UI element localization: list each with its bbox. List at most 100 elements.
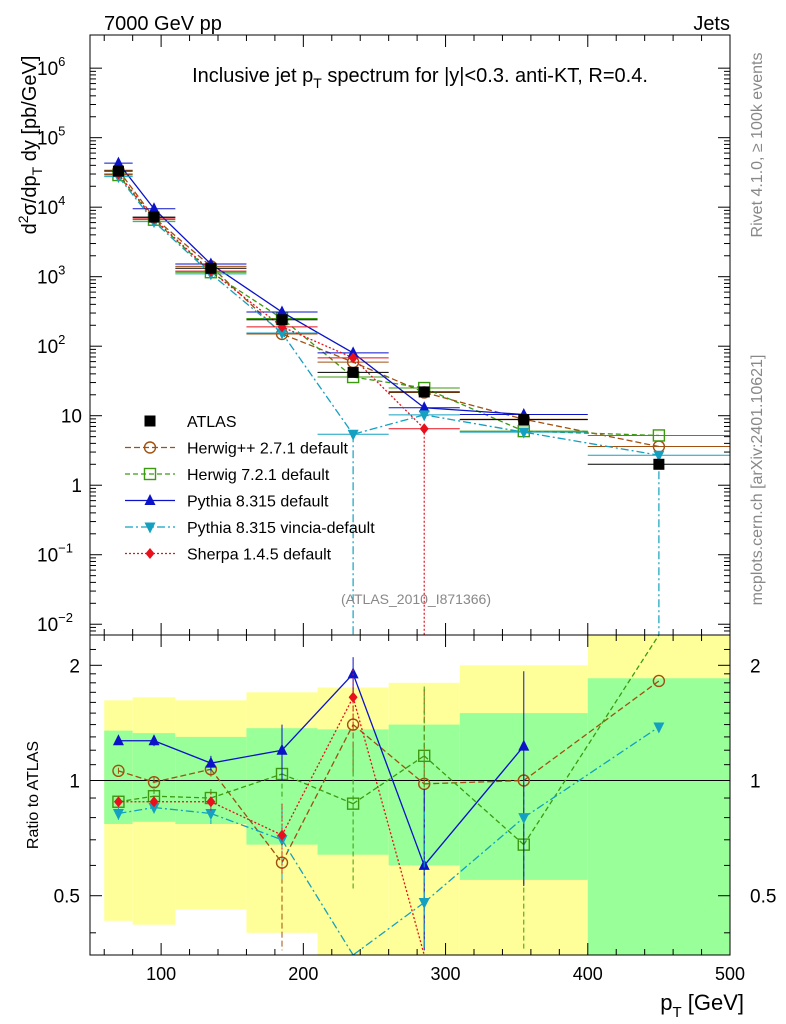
ratio-band-inner: [587, 678, 730, 955]
legend-label: Herwig 7.2.1 default: [187, 467, 330, 484]
ratio-segment: [352, 755, 425, 805]
ratio-segment: [281, 839, 354, 956]
ratio-point: [112, 808, 124, 820]
x-tick-label: 200: [288, 964, 318, 984]
main-point: [518, 427, 530, 439]
main-point: [652, 429, 666, 442]
ratio-point: [276, 743, 288, 755]
ratio-segment: [153, 740, 212, 764]
y-tick-label: 1: [71, 476, 82, 497]
data-point: [347, 366, 359, 378]
legend-entry-4: Sherpa 1.4.5 default: [125, 547, 332, 564]
y-tick-label: 103: [37, 263, 65, 289]
data-point: [276, 314, 288, 326]
ratio-segment: [523, 680, 660, 782]
main-point: [347, 346, 359, 358]
main-frame: [89, 34, 731, 636]
legend-label: Herwig++ 2.7.1 default: [187, 441, 349, 458]
ratio-y-tick-label-right: 0.5: [750, 887, 776, 908]
data-point: [418, 386, 430, 398]
ratio-segment: [281, 724, 354, 863]
ratio-point: [277, 829, 287, 841]
ratio-panel: 100 200 300 400 500 0.5 0.5 1 1 2 2: [54, 634, 776, 984]
legend-label: Sherpa 1.4.5 default: [187, 547, 332, 564]
main-point: [276, 305, 288, 317]
y-tick-base: 10: [37, 615, 58, 636]
ratio-segment: [118, 770, 155, 783]
legend-entry-0: Herwig++ 2.7.1 default: [125, 441, 349, 458]
data-point: [518, 414, 530, 426]
xlabel-p: p: [660, 990, 672, 1015]
ratio-segment: [281, 696, 354, 836]
y-tick-label: 10−1: [37, 541, 73, 567]
y-tick-exp: 5: [58, 124, 65, 139]
ratio-segment: [352, 673, 425, 866]
ratio-point: [518, 813, 530, 825]
header-left: 7000 GeV pp: [104, 13, 222, 35]
ratio-segment: [210, 812, 283, 841]
ratio-point: [518, 739, 530, 751]
ylabel-mid: σ/dp: [19, 175, 41, 215]
ratio-point: [112, 734, 124, 746]
ratio-series-4: [113, 669, 425, 956]
y-tick-exp: 3: [58, 263, 65, 278]
main-point: [112, 156, 124, 168]
x-tick-label: 400: [573, 964, 603, 984]
y-tick-label: 10−2: [37, 610, 73, 636]
ratio-plot-area: [90, 634, 730, 956]
ratio-y-tick-label: 1: [69, 772, 80, 793]
ratio-segment: [281, 673, 354, 751]
ratio-segment: [523, 634, 660, 845]
xlabel-sub: T: [672, 1004, 681, 1021]
legend-label-data: ATLAS: [187, 414, 237, 431]
y-tick-label: 102: [37, 332, 65, 358]
ratio-y-tick-label-right: 1: [750, 772, 761, 793]
legend-label: Pythia 8.315 vincia-default: [187, 520, 375, 537]
ratio-segment: [118, 795, 155, 803]
ratio-segment: [424, 779, 524, 785]
ratio-frame: [89, 634, 731, 956]
ratio-segment: [153, 768, 212, 783]
y-tick-base: 10: [37, 546, 58, 567]
main-series-1: [104, 168, 730, 442]
ratio-point: [147, 775, 161, 789]
data-point: [112, 165, 124, 177]
y-tick-base: 10: [37, 198, 58, 219]
main-point: [418, 410, 430, 422]
ratio-y-tick-label: 0.5: [54, 887, 80, 908]
ratio-y-axis-label: Ratio to ATLAS: [25, 741, 42, 849]
legend-label: Pythia 8.315 default: [187, 494, 329, 511]
ratio-segment: [153, 795, 211, 799]
x-tick-label: 500: [715, 964, 745, 984]
ratio-point: [347, 667, 359, 679]
legend-marker: [144, 522, 156, 534]
plot-title-pre: Inclusive jet p: [192, 65, 313, 87]
ylabel-d: d: [19, 223, 41, 234]
ratio-y-tick-label-right: 2: [750, 656, 761, 677]
y-tick-label: 105: [37, 124, 65, 150]
main-point: [148, 202, 160, 214]
y-tick-base: 10: [61, 407, 82, 428]
x-tick-label: 300: [431, 964, 461, 984]
legend: ATLAS Herwig++ 2.7.1 default Herwig 7.2.1 …: [125, 414, 375, 564]
ratio-segment: [210, 801, 283, 836]
legend-entry-3: Pythia 8.315 vincia-default: [125, 520, 375, 537]
y-tick-label: 10: [61, 407, 82, 428]
ratio-segment: [118, 806, 155, 815]
main-series-line: [117, 169, 660, 448]
ratio-point: [113, 796, 123, 808]
ratio-point: [206, 796, 216, 808]
rivet-label: Rivet 4.1.0, ≥ 100k events: [749, 53, 766, 238]
ratio-y-tick-label: 2: [69, 656, 80, 677]
ratio-segment: [153, 806, 211, 815]
header-right: Jets: [693, 13, 730, 35]
plot-title-sub: T: [313, 75, 322, 91]
ratio-segment: [352, 697, 425, 956]
ratio-segment: [523, 726, 660, 819]
x-axis-label: pT [GeV]: [660, 990, 744, 1021]
ratio-point: [148, 734, 160, 746]
main-data-series: [104, 165, 730, 470]
y-tick-exp: −1: [58, 541, 73, 556]
